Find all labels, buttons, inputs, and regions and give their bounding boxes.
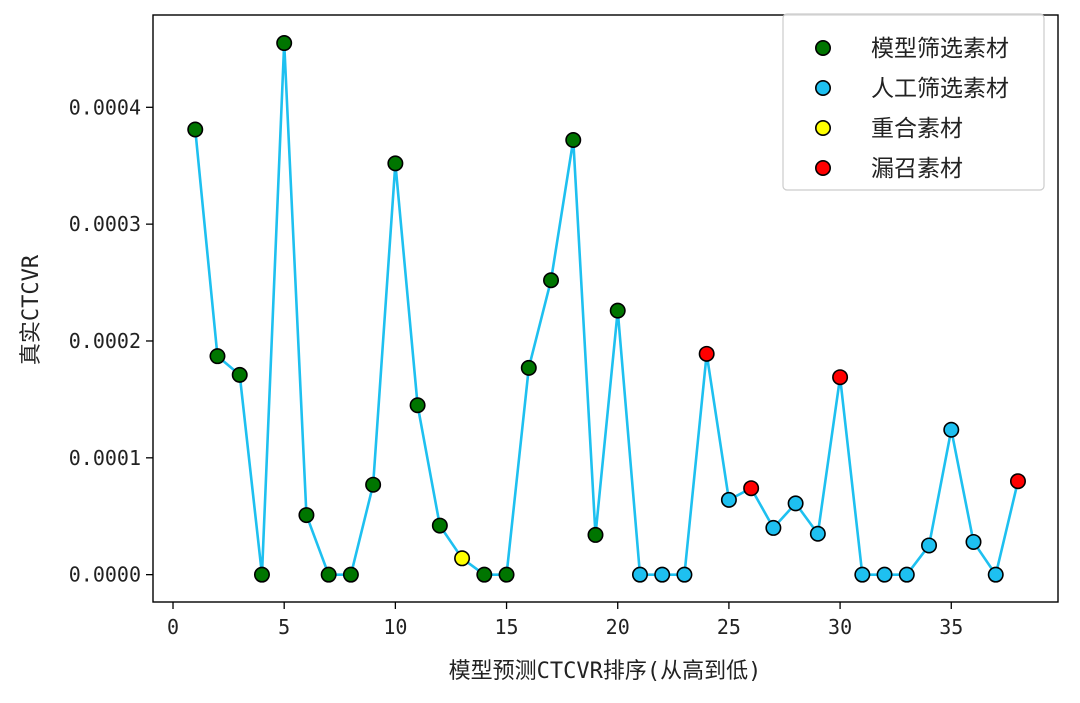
data-point-s0-17 <box>587 526 604 543</box>
data-point-s1-6 <box>809 525 826 542</box>
data-point-s0-13 <box>498 566 515 583</box>
data-point-s1-0 <box>631 566 648 583</box>
legend-label-2: 重合素材 <box>871 116 963 142</box>
data-point-s0-8 <box>365 476 382 493</box>
data-point-s1-11 <box>943 421 960 438</box>
ticks-layer: 0 5 10 15 20 25 30 35 0.0000 0.0001 0.0002 0.0003 0.… <box>69 95 964 639</box>
legend-box <box>782 13 1045 191</box>
data-point-s1-7 <box>854 566 871 583</box>
data-point-s1-5 <box>787 495 804 512</box>
data-point-s3-0 <box>698 345 715 362</box>
data-point-s0-7 <box>342 566 359 583</box>
data-point-s0-2 <box>231 366 248 383</box>
data-point-s1-13 <box>987 566 1004 583</box>
data-point-s0-11 <box>431 517 448 534</box>
y-tick-label-0: 0.0000 <box>69 563 141 587</box>
data-point-s0-12 <box>476 566 493 583</box>
x-tick-label-0: 0 <box>167 615 179 639</box>
axes-layer <box>152 14 1059 603</box>
data-point-s3-3 <box>1009 473 1026 490</box>
y-tick-label-3: 0.0003 <box>69 212 141 236</box>
x-tick-label-6: 30 <box>828 615 852 639</box>
y-tick-label-2: 0.0002 <box>69 329 141 353</box>
x-tick-label-1: 5 <box>278 615 290 639</box>
y-axis-label: 真实CTCVR <box>19 254 44 365</box>
x-tick-label-4: 20 <box>606 615 630 639</box>
data-point-s0-16 <box>565 132 582 149</box>
data-point-s2-0 <box>454 550 471 567</box>
x-tick-label-5: 25 <box>717 615 741 639</box>
data-point-s1-8 <box>876 566 893 583</box>
data-point-s0-6 <box>320 566 337 583</box>
data-point-s0-1 <box>209 348 226 365</box>
data-point-s0-0 <box>187 121 204 138</box>
data-point-s1-1 <box>654 566 671 583</box>
data-point-s0-14 <box>520 359 537 376</box>
data-point-s0-3 <box>253 566 270 583</box>
data-point-s1-12 <box>965 533 982 550</box>
legend-label-1: 人工筛选素材 <box>871 76 1009 102</box>
data-point-s0-5 <box>298 507 315 524</box>
data-point-s1-4 <box>765 519 782 536</box>
axes-frame <box>152 14 1059 603</box>
data-point-s1-9 <box>898 566 915 583</box>
data-point-s1-10 <box>921 537 938 554</box>
x-tick-label-3: 15 <box>495 615 519 639</box>
data-point-s0-15 <box>543 272 560 289</box>
data-point-s0-18 <box>609 302 626 319</box>
data-point-s1-3 <box>720 491 737 508</box>
data-point-s0-10 <box>409 397 426 414</box>
y-tick-label-4: 0.0004 <box>69 95 141 119</box>
legend-marker-2 <box>814 120 831 137</box>
x-tick-label-7: 35 <box>939 615 963 639</box>
legend-label-0: 模型筛选素材 <box>871 36 1009 62</box>
data-point-s3-1 <box>743 480 760 497</box>
legend-marker-1 <box>814 80 831 97</box>
y-tick-label-1: 0.0001 <box>69 446 141 470</box>
x-axis-label: 模型预测CTCVR排序(从高到低) <box>449 659 762 684</box>
legend-marker-3 <box>814 160 831 177</box>
data-point-s0-4 <box>276 35 293 52</box>
data-points-layer <box>187 35 1026 583</box>
data-point-s1-2 <box>676 566 693 583</box>
legend-marker-0 <box>814 39 831 56</box>
data-point-s3-2 <box>832 369 849 386</box>
data-point-s0-9 <box>387 155 404 172</box>
legend-label-3: 漏召素材 <box>871 156 963 182</box>
x-tick-label-2: 10 <box>383 615 407 639</box>
